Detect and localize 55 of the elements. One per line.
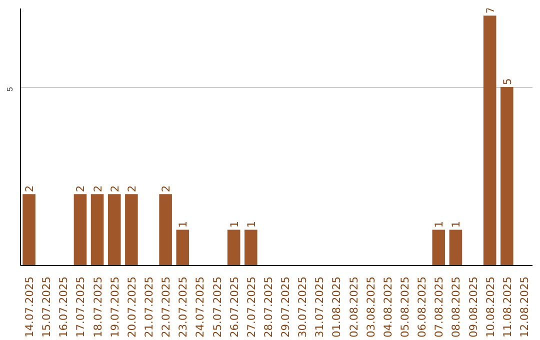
data-label: 2 <box>23 185 36 192</box>
x-tick-label: 20.07.2025 <box>125 276 138 338</box>
data-label: 2 <box>125 185 138 192</box>
bar <box>108 194 121 266</box>
x-tick-label: 27.07.2025 <box>244 276 258 338</box>
x-tick-label: 08.08.2025 <box>450 276 463 338</box>
data-label: 2 <box>108 185 122 192</box>
bar <box>500 87 514 266</box>
x-tick-label: 04.08.2025 <box>381 276 394 338</box>
x-tick-label: 23.07.2025 <box>176 276 190 338</box>
x-tick-label: 01.08.2025 <box>330 276 344 338</box>
bar <box>176 230 190 266</box>
x-tick-label: 15.07.2025 <box>40 276 54 338</box>
data-label: 2 <box>91 185 104 192</box>
x-tick-label: 26.07.2025 <box>228 276 241 338</box>
bar <box>432 230 446 266</box>
data-label: 1 <box>228 221 241 228</box>
data-label: 1 <box>176 221 190 228</box>
bar <box>74 194 87 266</box>
x-tick-label: 31.07.2025 <box>313 276 326 338</box>
x-tick-label: 19.07.2025 <box>108 276 122 338</box>
x-tick-label: 17.07.2025 <box>74 276 88 338</box>
bar <box>159 194 172 266</box>
bar <box>90 194 104 266</box>
x-tick-label: 22.07.2025 <box>160 276 173 338</box>
bar <box>22 194 36 266</box>
bar <box>227 230 240 266</box>
bar <box>483 16 496 266</box>
data-label: 1 <box>450 221 463 228</box>
x-tick-label: 05.08.2025 <box>398 276 412 338</box>
bar <box>449 230 462 266</box>
x-tick-label: 11.08.2025 <box>500 276 514 338</box>
data-label: 5 <box>500 78 514 86</box>
data-label: 2 <box>74 185 88 192</box>
x-tick-label: 14.07.2025 <box>23 276 36 338</box>
x-tick-label: 07.08.2025 <box>432 276 446 338</box>
x-tick-label: 30.07.2025 <box>296 276 310 338</box>
x-tick-label: 28.07.2025 <box>262 276 275 338</box>
x-tick-label: 29.07.2025 <box>279 276 292 338</box>
x-tick-label: 12.08.2025 <box>518 276 531 338</box>
x-tick-label: 18.07.2025 <box>91 276 104 338</box>
data-label: 2 <box>160 185 173 192</box>
x-tick-label: 25.07.2025 <box>210 276 224 338</box>
bar <box>244 230 258 266</box>
x-tick-label: 06.08.2025 <box>416 276 429 338</box>
bar <box>125 194 138 266</box>
x-tick-label: 16.07.2025 <box>57 276 70 338</box>
data-label: 1 <box>432 221 446 228</box>
x-tick-label: 24.07.2025 <box>194 276 207 338</box>
x-tick-label: 09.08.2025 <box>466 276 480 338</box>
x-tick-label: 03.08.2025 <box>364 276 378 338</box>
x-tick-label: 10.08.2025 <box>484 276 497 338</box>
data-label: 1 <box>244 221 258 228</box>
x-tick-label: 02.08.2025 <box>347 276 360 338</box>
x-tick-label: 21.07.2025 <box>142 276 156 338</box>
